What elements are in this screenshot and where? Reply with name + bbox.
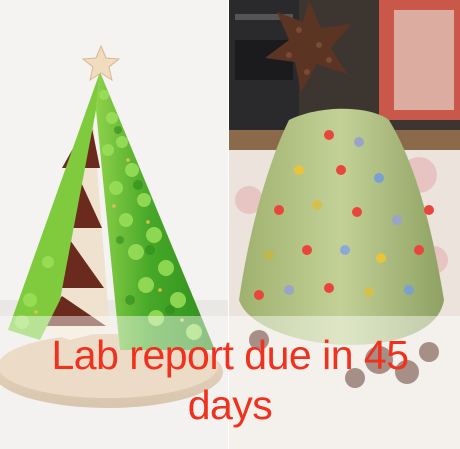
crispy-base <box>249 330 439 388</box>
meme-caption: Lab report due in 45 days <box>51 332 410 428</box>
expectation-photo <box>0 0 228 449</box>
panel-divider <box>228 0 229 449</box>
frosting-left <box>8 72 100 340</box>
caption-backdrop <box>0 316 460 449</box>
reality-photo <box>229 0 460 449</box>
expectation-cake-illustration <box>0 0 228 449</box>
crispy-star-topper <box>265 0 351 92</box>
candy-decorations <box>254 130 434 300</box>
star-topper <box>81 44 121 82</box>
reality-cake-illustration <box>229 0 460 449</box>
